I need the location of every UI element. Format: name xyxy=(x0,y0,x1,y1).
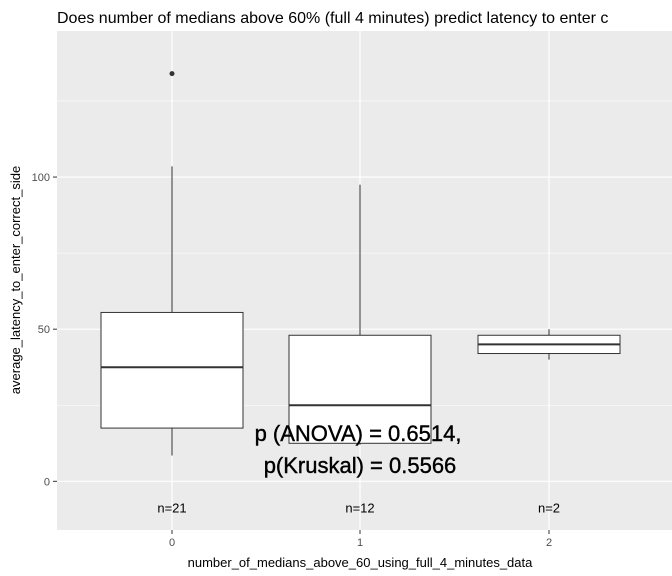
x-tick-label: 1 xyxy=(357,537,363,549)
box-iqr xyxy=(100,311,244,429)
box-group xyxy=(477,329,621,360)
y-tick-label: 100 xyxy=(32,172,50,184)
box-group xyxy=(288,184,432,445)
count-labels: n=21 n=12 n=2 xyxy=(157,501,560,516)
annotation-line: p(Kruskal) = 0.5566 xyxy=(264,453,457,478)
y-axis-ticks: 0 50 100 xyxy=(32,172,57,488)
y-tick-label: 50 xyxy=(38,324,50,336)
y-tick-label: 0 xyxy=(44,476,50,488)
outlier-point xyxy=(169,71,175,77)
x-tick-label: 2 xyxy=(546,537,552,549)
chart-title: Does number of medians above 60% (full 4… xyxy=(57,10,608,27)
box-iqr xyxy=(288,334,432,444)
stats-annotation: p (ANOVA) = 0.6514, p(Kruskal) = 0.5566 xyxy=(254,421,462,478)
x-tick-label: 0 xyxy=(169,537,175,549)
x-axis-title: number_of_medians_above_60_using_full_4_… xyxy=(188,555,534,570)
count-label: n=2 xyxy=(538,501,560,516)
boxes xyxy=(100,71,621,456)
count-label: n=21 xyxy=(157,501,186,516)
x-axis-ticks: 0 1 2 xyxy=(169,530,552,549)
plot-panel xyxy=(57,31,672,530)
box-group xyxy=(100,71,244,456)
count-label: n=12 xyxy=(345,501,374,516)
annotation-line: p (ANOVA) = 0.6514, xyxy=(255,421,462,446)
y-axis-title: average_latency_to_enter_correct_side xyxy=(8,166,23,394)
